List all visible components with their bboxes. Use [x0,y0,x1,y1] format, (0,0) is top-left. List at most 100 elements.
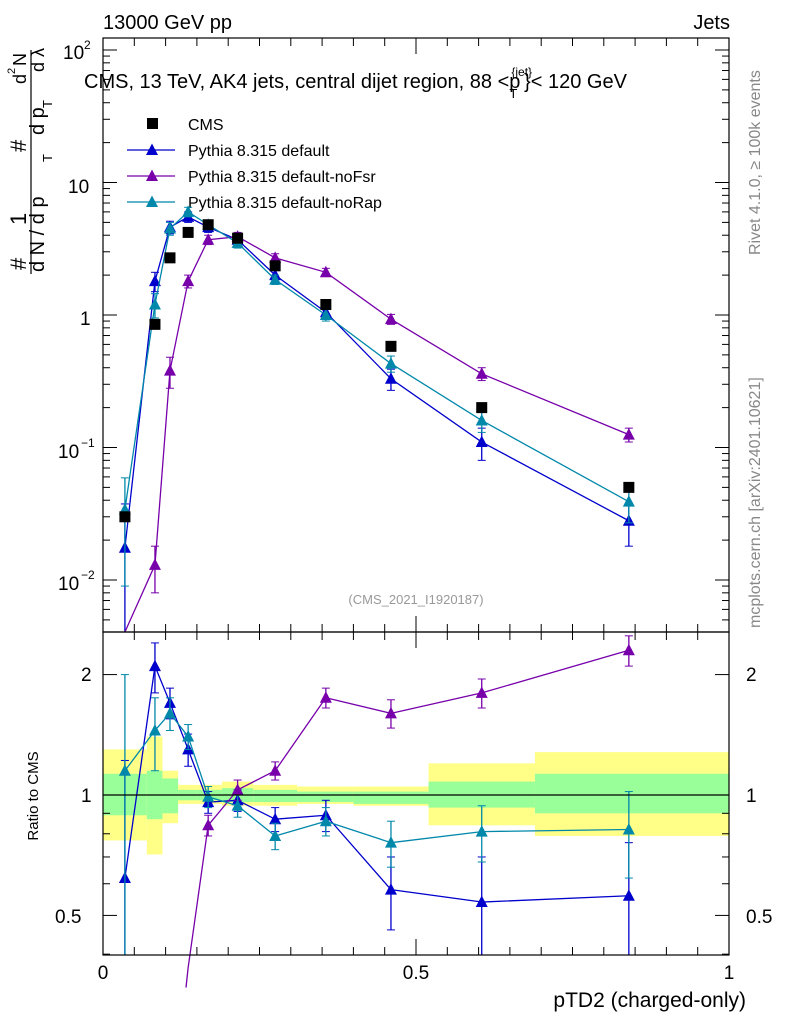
plot-title-sup: {jet} [511,65,532,79]
main-panel-data [118,205,635,633]
plot-title-sub: T [509,86,517,101]
ratio-ytick-1: 1 [81,786,92,807]
main-point-default [148,274,161,287]
ratio-point-default [269,812,282,825]
main-ytick-1e2-exp: 2 [84,38,91,52]
ratio-ytick-right-2: 2 [746,665,757,686]
main-point-nofsr [269,251,282,263]
ratio-point-norap [319,814,332,827]
legend-label-default: Pythia 8.315 default [188,143,330,160]
ratio-band-stat-8 [353,791,429,804]
ratio-band-stat-7 [297,791,354,803]
main-ytick-1e-1-exp: −1 [81,436,95,450]
ratio-point-norap [231,799,244,811]
main-ylabel-one: 1 [6,213,31,225]
main-line-default [124,216,630,548]
ratio-ytick-2: 2 [81,665,92,686]
main-ylabel-hash1: # [6,257,31,270]
legend-label-cms: CMS [188,117,224,134]
ratio-line-norap [124,712,629,844]
legend: CMS Pythia 8.315 default Pythia 8.315 de… [127,117,382,212]
ratio-point-norap [148,723,161,736]
x-axis-title: pTD2 (charged-only) [553,989,746,1012]
main-ytick-1: 1 [80,309,91,330]
category-label: Jets [693,12,730,34]
main-point-norap [384,357,397,369]
main-ylabel: # 1 d N / d p T # d p T d 2 N d λ [6,48,55,274]
main-point-cms [385,340,397,352]
main-ylabel-t1: T [40,154,55,162]
ratio-ytick-right-1: 1 [746,786,757,807]
main-point-norap [475,413,488,426]
main-point-nofsr [319,265,332,278]
main-point-norap [182,205,195,217]
main-point-cms [119,511,131,523]
main-point-default [475,435,488,448]
plot-title: CMS, 13 TeV, AK4 jets, central dijet reg… [84,65,628,101]
main-ytick-labels: 10 −2 10 −1 1 10 10 2 [58,38,95,595]
main-point-norap [163,221,176,234]
legend-label-nofsr: Pythia 8.315 default-noFsr [188,169,376,186]
ratio-point-norap [202,790,215,802]
main-point-norap [269,273,282,285]
main-point-nofsr [148,558,161,570]
legend-marker-nofsr [127,169,175,181]
ratio-ytick-labels: 0.5 1 2 0.5 1 2 [55,665,772,928]
xtick-0.5: 0.5 [403,963,429,984]
ratio-point-nofsr [319,691,332,703]
main-ylabel-n: N [10,53,30,66]
main-ylabel-two: 2 [6,68,18,74]
ratio-point-nofsr [231,783,244,795]
ratio-line-nofsr [185,649,630,988]
legend-marker-norap [127,195,175,207]
main-point-nofsr [475,367,488,379]
main-ylabel-t2: T [40,100,55,108]
legend-label-norap: Pythia 8.315 default-noRap [188,195,382,212]
plot-title-tail: }< 120 GeV [524,71,628,93]
main-ytick-10: 10 [68,177,89,198]
main-point-cms [149,318,161,330]
ratio-band-stat-2 [162,778,179,814]
main-point-nofsr [182,274,195,287]
ratio-band-stat-6 [253,789,298,803]
main-ylabel-dn: d N / d p [27,196,49,272]
main-point-nofsr [163,364,176,376]
main-ytick-1e-2-exp: −2 [81,568,95,582]
ratio-point-default [148,659,161,672]
main-ytick-1e2: 10 [63,43,84,64]
ratio-point-default [475,895,488,908]
ratio-point-norap [475,825,488,837]
main-point-norap [148,298,161,310]
ratio-point-norap [622,822,635,835]
main-ytick-1e-2: 10 [58,574,79,595]
main-point-cms [269,260,281,272]
xtick-labels: 0 0.5 1 [98,963,735,984]
mcplots-label: mcplots.cern.ch [arXiv:2401.10621] [747,377,764,628]
main-ylabel-dlambda: d λ [28,48,48,72]
ratio-point-default [384,883,397,895]
xtick-1: 1 [724,963,735,984]
main-ylabel-hash2: # [6,139,31,152]
ratio-band-stat-10 [534,773,729,814]
ratio-panel-data [118,635,635,988]
legend-marker-default [127,143,175,155]
ratio-point-nofsr [202,818,215,831]
ratio-point-nofsr [269,764,282,776]
plot-title-main: CMS, 13 TeV, AK4 jets, central dijet reg… [84,71,520,93]
main-point-cms [320,299,332,311]
xtick-0: 0 [98,963,109,984]
ratio-point-norap [163,706,176,719]
main-point-cms [202,219,214,231]
ratio-ytick-right-0.5: 0.5 [746,907,772,928]
main-ytick-1e-1: 10 [58,442,79,463]
ratio-point-norap [269,829,282,841]
main-point-cms [476,402,488,414]
main-point-cms [182,226,194,238]
main-point-nofsr [384,312,397,325]
main-ylabel-d: d [10,74,30,84]
energy-label: 13000 GeV pp [103,12,232,34]
main-panel-axes [102,37,730,633]
main-point-nofsr [622,428,635,440]
main-line-nofsr [124,236,630,633]
